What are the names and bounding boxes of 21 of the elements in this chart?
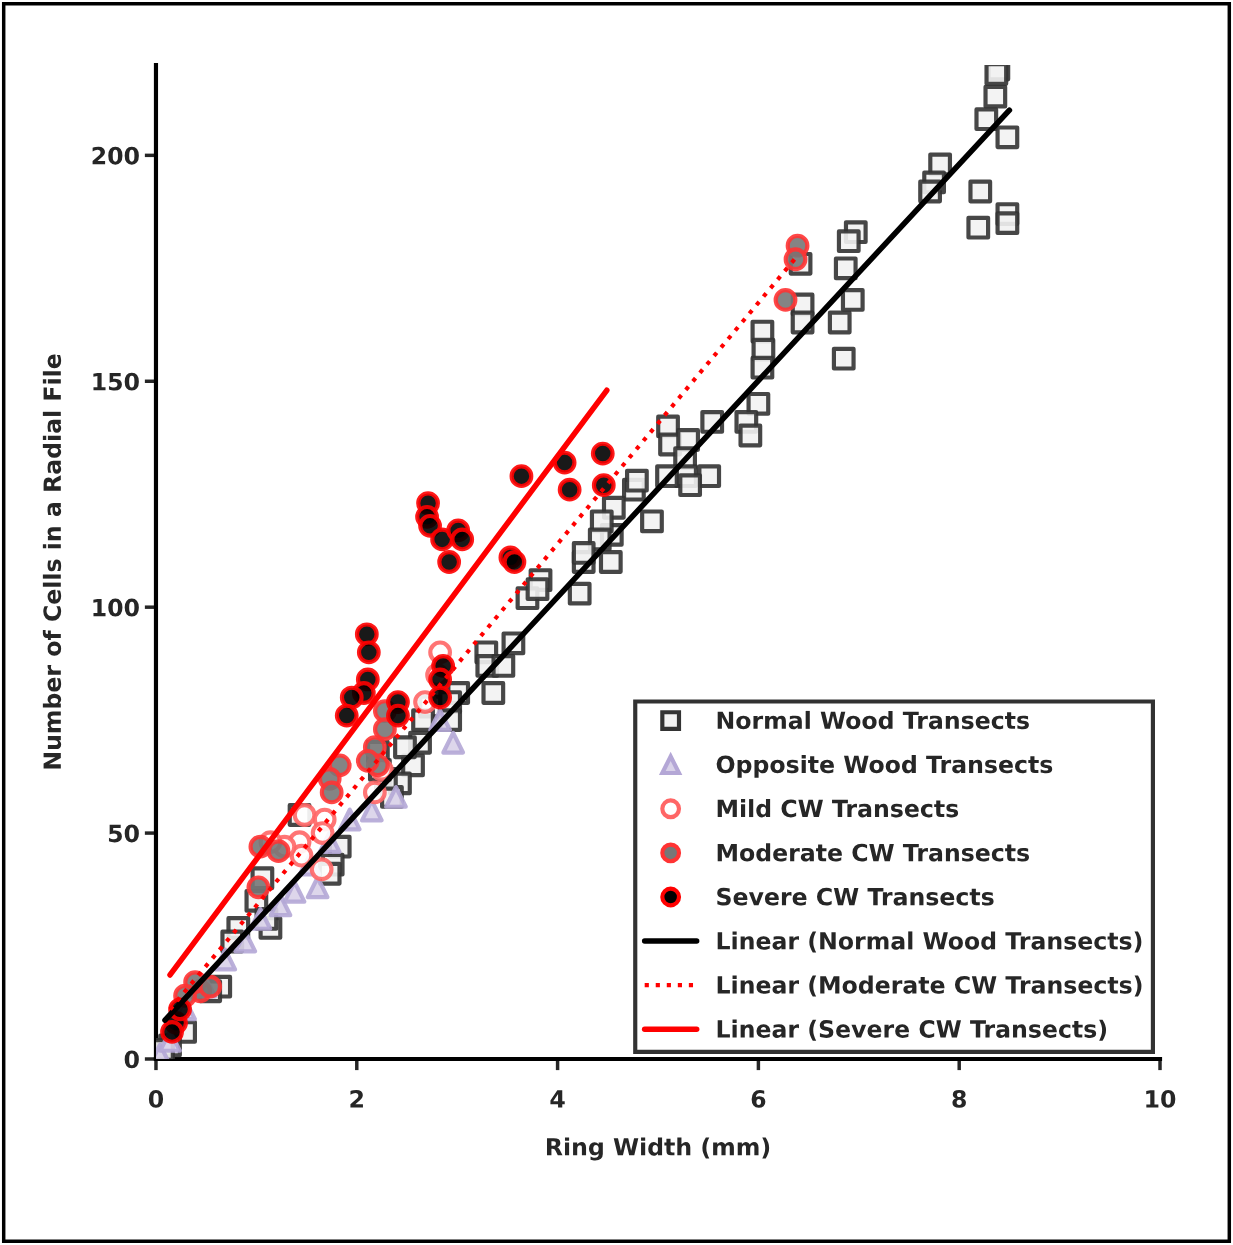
legend-label: Severe CW Transects xyxy=(717,887,994,906)
legend-label: Linear (Severe CW Transects) xyxy=(717,1019,1107,1041)
y-tick-label: 150 xyxy=(93,372,139,391)
legend-label: Linear (Normal Wood Transects) xyxy=(717,931,1142,953)
x-tick-label: 0 xyxy=(148,1089,164,1108)
y-tick-label: 100 xyxy=(93,598,139,617)
legend-label: Linear (Moderate CW Transects) xyxy=(717,975,1142,997)
y-axis-title: Number of Cells in a Radial File xyxy=(42,354,62,769)
y-tick-label: 200 xyxy=(92,146,139,165)
x-tick-label: 2 xyxy=(350,1089,363,1108)
x-tick-label: 4 xyxy=(550,1090,565,1108)
legend-label: Normal Wood Transects xyxy=(717,710,1029,730)
y-tick-label: 0 xyxy=(124,1050,139,1069)
y-tick-label: 50 xyxy=(108,824,139,843)
x-tick-label: 8 xyxy=(952,1089,966,1108)
x-tick-label: 10 xyxy=(1146,1089,1176,1108)
x-tick-label: 6 xyxy=(751,1089,766,1108)
x-axis-title: Ring Width (mm) xyxy=(546,1137,770,1161)
legend-label: Mild CW Transects xyxy=(717,799,959,818)
legend-label: Opposite Wood Transects xyxy=(716,755,1053,778)
legend-label: Moderate CW Transects xyxy=(717,843,1030,862)
